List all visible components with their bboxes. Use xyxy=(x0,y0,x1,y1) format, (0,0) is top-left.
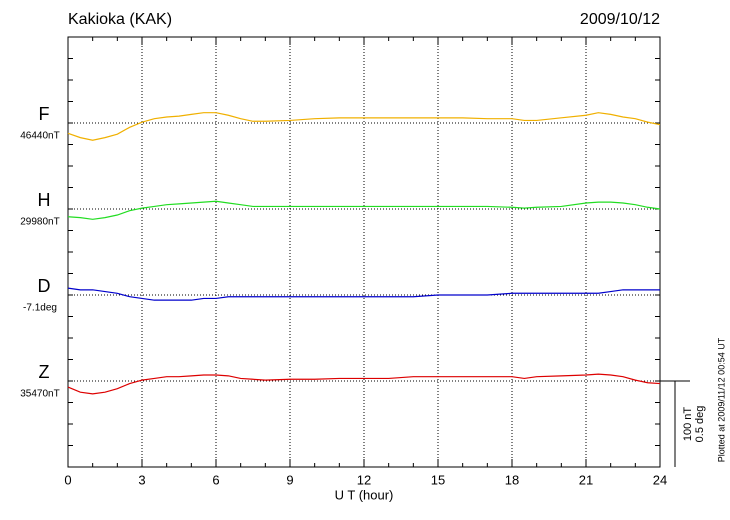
series-line xyxy=(67,112,661,141)
chart-title: Kakioka (KAK) xyxy=(68,11,172,28)
x-tick-label: 21 xyxy=(579,472,593,487)
series-name: F xyxy=(39,104,50,124)
series-name: Z xyxy=(39,362,50,382)
chart-date: 2009/10/12 xyxy=(580,11,660,28)
footnote: Plotted at 2009/11/12 00:54 UT xyxy=(716,337,726,462)
x-tick-label: 0 xyxy=(64,472,71,487)
x-tick-label: 15 xyxy=(431,472,445,487)
x-tick-label: 12 xyxy=(357,472,371,487)
series-name: D xyxy=(38,276,51,296)
x-tick-label: 18 xyxy=(505,472,519,487)
scale-label: 100 nT xyxy=(682,407,694,442)
baseline-label: 29980nT xyxy=(20,217,59,228)
x-tick-label: 9 xyxy=(286,472,293,487)
x-tick-label: 24 xyxy=(653,472,667,487)
series-line xyxy=(67,287,660,301)
x-tick-label: 3 xyxy=(138,472,145,487)
scale-label: 0.5 deg xyxy=(694,406,706,443)
baseline-label: -7.1deg xyxy=(23,303,57,314)
series-line xyxy=(67,373,661,395)
x-axis-label: U T (hour) xyxy=(335,487,394,502)
baseline-label: 35470nT xyxy=(20,389,59,400)
series-line xyxy=(67,200,661,220)
baseline-label: 46440nT xyxy=(20,131,59,142)
plot-frame xyxy=(67,36,661,468)
series-name: H xyxy=(38,190,51,210)
x-tick-label: 6 xyxy=(212,472,219,487)
